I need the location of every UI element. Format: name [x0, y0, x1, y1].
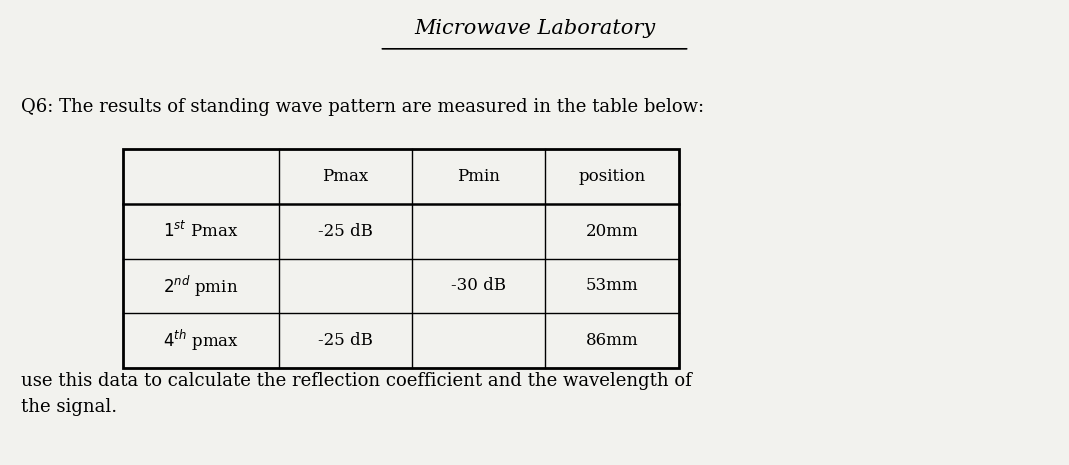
Text: -30 dB: -30 dB — [451, 278, 507, 294]
Text: Microwave Laboratory: Microwave Laboratory — [414, 19, 655, 38]
Text: Pmin: Pmin — [458, 168, 500, 185]
Text: 86mm: 86mm — [586, 332, 638, 349]
Text: Pmax: Pmax — [322, 168, 369, 185]
Text: 20mm: 20mm — [586, 223, 638, 239]
Text: -25 dB: -25 dB — [317, 332, 373, 349]
Text: position: position — [578, 168, 646, 185]
Text: 53mm: 53mm — [586, 278, 638, 294]
Text: $4^{th}$ pmax: $4^{th}$ pmax — [162, 328, 238, 353]
Text: Q6: The results of standing wave pattern are measured in the table below:: Q6: The results of standing wave pattern… — [21, 98, 704, 116]
Text: -25 dB: -25 dB — [317, 223, 373, 239]
Text: $2^{nd}$ pmin: $2^{nd}$ pmin — [164, 273, 238, 299]
Text: use this data to calculate the reflection coefficient and the wavelength of
the : use this data to calculate the reflectio… — [21, 372, 692, 416]
Text: $1^{st}$ Pmax: $1^{st}$ Pmax — [164, 221, 238, 241]
